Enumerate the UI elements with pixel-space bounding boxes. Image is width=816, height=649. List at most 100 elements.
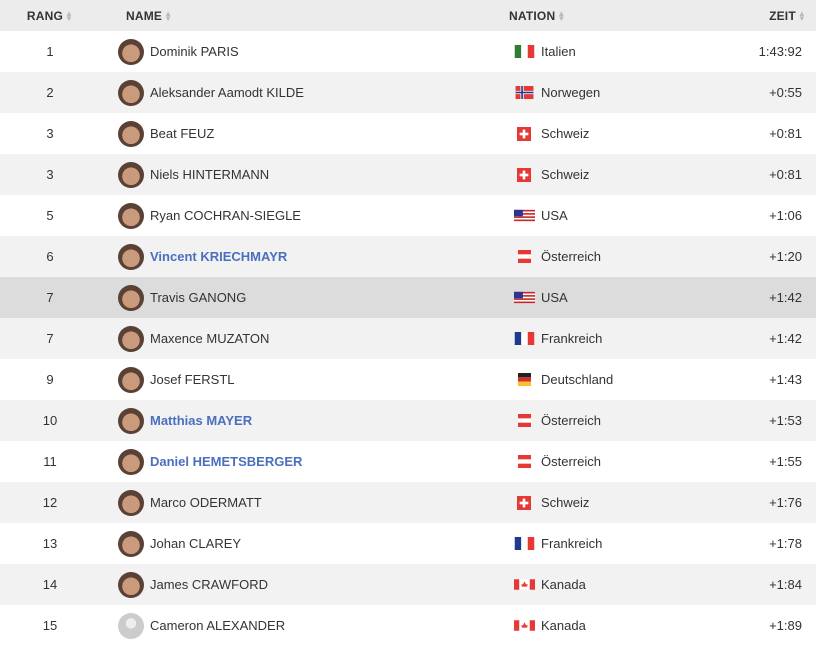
avatar xyxy=(118,366,144,393)
nation: Frankreich xyxy=(541,536,603,551)
time: +1:42 xyxy=(769,290,802,305)
athlete-name[interactable]: Matthias MAYER xyxy=(150,413,253,428)
table-row[interactable]: 7 Travis GANONG USA +1:42 xyxy=(0,277,816,318)
flag-us-icon xyxy=(514,291,541,304)
table-row[interactable]: 6 Vincent KRIECHMAYR Österreich +1:20 xyxy=(0,236,816,277)
avatar xyxy=(118,79,144,106)
nation: Österreich xyxy=(541,249,601,264)
table-row[interactable]: 5 Ryan COCHRAN-SIEGLE USA +1:06 xyxy=(0,195,816,236)
athlete-name[interactable]: Daniel HEMETSBERGER xyxy=(150,454,303,469)
time: +0:55 xyxy=(769,85,802,100)
avatar xyxy=(118,571,144,598)
nation: Österreich xyxy=(541,454,601,469)
table-row[interactable]: 12 Marco ODERMATT Schweiz +1:76 xyxy=(0,482,816,523)
nation: Kanada xyxy=(541,618,586,633)
nation: Deutschland xyxy=(541,372,614,387)
athlete-name: Dominik PARIS xyxy=(150,44,239,59)
nation: Kanada xyxy=(541,577,586,592)
nation: Italien xyxy=(541,44,576,59)
table-row[interactable]: 2 Aleksander Aamodt KILDE Norwegen +0:55 xyxy=(0,72,816,113)
table-row[interactable]: 9 Josef FERSTL Deutschland +1:43 xyxy=(0,359,816,400)
rank: 3 xyxy=(46,167,54,182)
flag-de-icon xyxy=(514,373,541,386)
avatar xyxy=(118,612,144,639)
athlete-name: James CRAWFORD xyxy=(150,577,268,592)
rank: 9 xyxy=(46,372,54,387)
flag-fr-icon xyxy=(514,332,541,345)
avatar xyxy=(118,243,144,270)
nation: Schweiz xyxy=(541,167,590,182)
sort-name[interactable]: NAME ▲ ▼ xyxy=(126,8,173,23)
nation: USA xyxy=(541,290,568,305)
table-header: RANG ▲ ▼ NAME ▲ ▼ NATION ▲ ▼ ZEIT ▲ ▼ xyxy=(0,0,816,31)
flag-ca-icon xyxy=(514,619,541,632)
time: +1:53 xyxy=(769,413,802,428)
flag-it-icon xyxy=(514,45,541,58)
rank: 15 xyxy=(42,618,58,633)
time: +0:81 xyxy=(769,167,802,182)
avatar xyxy=(118,161,144,188)
table-row[interactable]: 1 Dominik PARIS Italien 1:43:92 xyxy=(0,31,816,72)
athlete-name: Marco ODERMATT xyxy=(150,495,262,510)
time: +1:06 xyxy=(769,208,802,223)
time: +1:78 xyxy=(769,536,802,551)
table-row[interactable]: 3 Beat FEUZ Schweiz +0:81 xyxy=(0,113,816,154)
athlete-name: Johan CLAREY xyxy=(150,536,242,551)
rank: 11 xyxy=(43,454,57,469)
rank: 7 xyxy=(46,290,54,305)
athlete-name: Maxence MUZATON xyxy=(150,331,270,346)
athlete-name: Beat FEUZ xyxy=(150,126,215,141)
sort-icon: ▲ ▼ xyxy=(164,8,173,23)
time: +1:55 xyxy=(769,454,802,469)
athlete-name[interactable]: Vincent KRIECHMAYR xyxy=(150,249,288,264)
avatar xyxy=(118,202,144,229)
rank: 1 xyxy=(46,44,54,59)
avatar xyxy=(118,284,144,311)
results-table: 1 Dominik PARIS Italien 1:43:92 2 Aleksan… xyxy=(0,31,816,646)
athlete-name: Aleksander Aamodt KILDE xyxy=(150,85,304,100)
table-row[interactable]: 7 Maxence MUZATON Frankreich +1:42 xyxy=(0,318,816,359)
flag-ch-icon xyxy=(514,495,541,510)
table-row[interactable]: 13 Johan CLAREY Frankreich +1:78 xyxy=(0,523,816,564)
time: +1:89 xyxy=(769,618,802,633)
table-row[interactable]: 11 Daniel HEMETSBERGER Österreich +1:55 xyxy=(0,441,816,482)
time: +1:84 xyxy=(769,577,802,592)
sort-rank[interactable]: RANG ▲ ▼ xyxy=(26,8,74,24)
time: +1:43 xyxy=(769,372,802,387)
sort-icon: ▲ ▼ xyxy=(557,8,566,23)
rank: 2 xyxy=(46,85,54,100)
nation: Schweiz xyxy=(541,126,590,141)
flag-ch-icon xyxy=(514,126,541,141)
table-row[interactable]: 14 James CRAWFORD Kanada +1:84 xyxy=(0,564,816,605)
avatar xyxy=(118,530,144,557)
rank: 7 xyxy=(46,331,54,346)
time: +1:76 xyxy=(769,495,802,510)
athlete-name: Niels HINTERMANN xyxy=(150,167,270,182)
table-row[interactable]: 15 Cameron ALEXANDER Kanada +1:89 xyxy=(0,605,816,646)
flag-no-icon xyxy=(514,86,541,99)
avatar xyxy=(118,38,144,65)
avatar xyxy=(118,489,144,516)
sort-icon: ▲ ▼ xyxy=(797,9,806,24)
sort-time[interactable]: ZEIT ▲ ▼ xyxy=(769,8,806,24)
time: +1:20 xyxy=(769,249,802,264)
rank: 14 xyxy=(42,577,58,592)
nation: Frankreich xyxy=(541,331,603,346)
table-row[interactable]: 3 Niels HINTERMANN Schweiz +0:81 xyxy=(0,154,816,195)
sort-nation[interactable]: NATION ▲ ▼ xyxy=(509,8,566,23)
table-row[interactable]: 10 Matthias MAYER Österreich +1:53 xyxy=(0,400,816,441)
athlete-name: Ryan COCHRAN-SIEGLE xyxy=(150,208,301,223)
nation: Norwegen xyxy=(541,85,601,100)
sort-icon: ▲ ▼ xyxy=(65,9,74,24)
nation: USA xyxy=(541,208,568,223)
flag-ca-icon xyxy=(514,578,541,591)
time: +1:42 xyxy=(769,331,802,346)
athlete-name: Cameron ALEXANDER xyxy=(150,618,286,633)
athlete-name: Josef FERSTL xyxy=(150,372,235,387)
flag-at-icon xyxy=(514,414,541,427)
flag-fr-icon xyxy=(514,537,541,550)
rank: 13 xyxy=(42,536,58,551)
flag-us-icon xyxy=(514,209,541,222)
nation: Schweiz xyxy=(541,495,590,510)
athlete-name: Travis GANONG xyxy=(150,290,247,305)
